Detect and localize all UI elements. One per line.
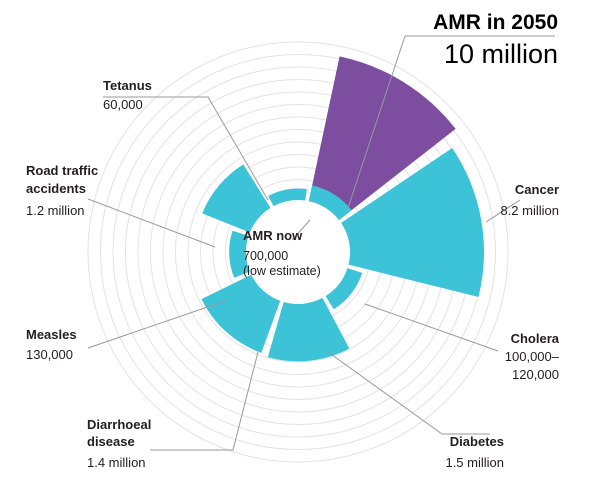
grid-ring xyxy=(87,41,509,463)
wedge-cholera xyxy=(325,268,363,310)
label-cholera: Cholera 100,000– 120,000 xyxy=(505,331,560,382)
wedge-diarrhoeal-disease xyxy=(201,274,281,353)
label-road-traffic-name-1: Road traffic xyxy=(26,163,98,178)
label-measles-name: Measles xyxy=(26,327,77,342)
center-label: AMR now 700,000 (low estimate) xyxy=(243,228,321,278)
wedge-diabetes xyxy=(267,297,350,362)
leader-amr-2050 xyxy=(347,35,555,209)
center-title: AMR now xyxy=(243,228,303,243)
leader-diarrhoeal xyxy=(150,351,259,451)
label-diabetes: Diabetes 1.5 million xyxy=(445,434,504,470)
label-diarrhoeal-name-1: Diarrhoeal xyxy=(87,417,151,432)
wedge-measles xyxy=(229,230,250,278)
label-road-traffic-name-2: accidents xyxy=(26,181,86,196)
wedge-road-traffic-accidents xyxy=(202,164,271,233)
grid-ring xyxy=(100,54,496,450)
center-value-line2: (low estimate) xyxy=(243,264,321,278)
label-cholera-name: Cholera xyxy=(511,331,560,346)
label-tetanus-name: Tetanus xyxy=(103,78,152,93)
leader-tetanus xyxy=(103,96,269,201)
label-tetanus-value: 60,000 xyxy=(103,97,143,112)
wedge-tetanus xyxy=(268,188,307,207)
leader-cholera xyxy=(364,303,499,352)
label-cholera-value-2: 120,000 xyxy=(512,367,559,382)
leader-lines xyxy=(87,35,555,451)
leader-road-traffic xyxy=(87,198,216,248)
label-diarrhoeal-value: 1.4 million xyxy=(87,455,146,470)
leader-cancer xyxy=(485,199,521,223)
label-cancer-value: 8.2 million xyxy=(500,203,559,218)
leader-amr-now xyxy=(291,219,311,241)
label-diarrhoeal: Diarrhoeal disease 1.4 million xyxy=(87,417,151,470)
label-cholera-value-1: 100,000– xyxy=(505,349,560,364)
label-diarrhoeal-name-2: disease xyxy=(87,434,135,449)
amr-2050-value: 10 million xyxy=(444,39,558,69)
leader-diabetes xyxy=(327,351,490,435)
wedge-amr-now xyxy=(308,185,352,220)
label-tetanus: Tetanus 60,000 xyxy=(103,78,152,112)
leader-measles xyxy=(87,299,229,349)
label-diabetes-value: 1.5 million xyxy=(445,455,504,470)
label-road-traffic-value: 1.2 million xyxy=(26,203,85,218)
wedge-layer xyxy=(201,56,485,362)
label-cancer: Cancer 8.2 million xyxy=(500,182,559,218)
amr-2050-title: AMR in 2050 xyxy=(433,11,558,34)
wedge-cancer xyxy=(341,147,485,298)
wedge-amr-2050 xyxy=(308,56,456,220)
label-measles: Measles 130,000 xyxy=(26,327,77,362)
amr-2050-label: AMR in 2050 10 million xyxy=(433,11,558,69)
label-diabetes-name: Diabetes xyxy=(450,434,504,449)
center-value-line1: 700,000 xyxy=(243,249,288,263)
label-measles-value: 130,000 xyxy=(26,347,73,362)
label-road-traffic: Road traffic accidents 1.2 million xyxy=(26,163,98,218)
label-cancer-name: Cancer xyxy=(515,182,559,197)
